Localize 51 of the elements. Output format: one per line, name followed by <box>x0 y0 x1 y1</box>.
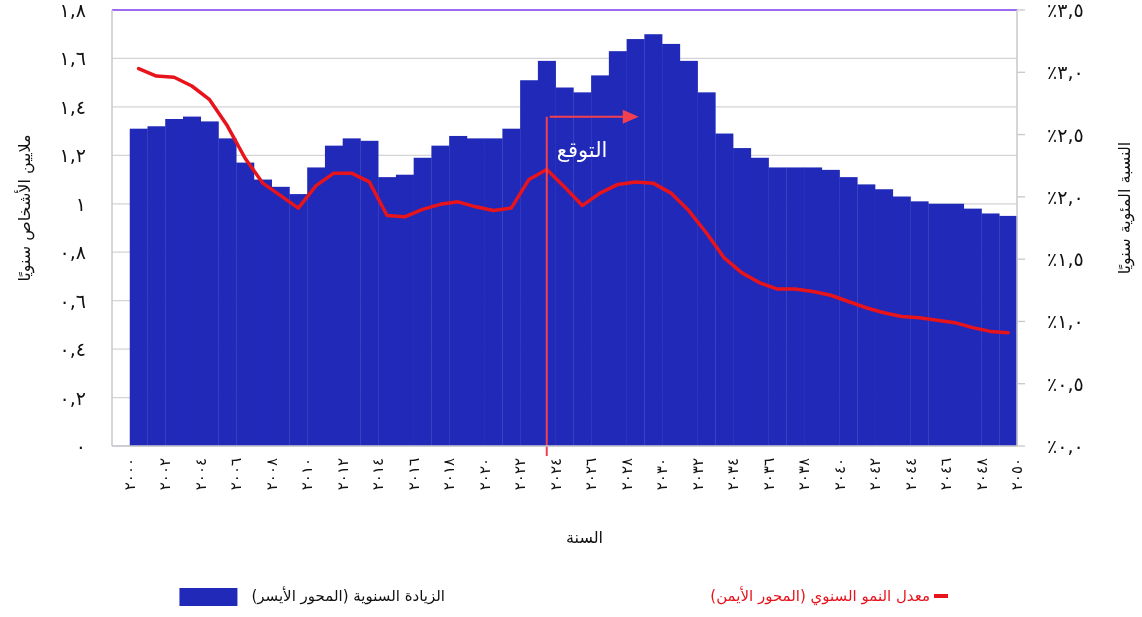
y-tick-label: ١,٤ <box>59 95 86 118</box>
y2-tick-label: ٪٣,٥ <box>1047 0 1084 21</box>
y-tick-label: ١,٨ <box>59 0 86 21</box>
legend-label: الزيادة السنوية (المحور الأيسر) <box>251 586 445 605</box>
x-tick-label: ٢٠٣٦ <box>759 458 778 491</box>
x-tick-label: ٢٠٣٠ <box>653 458 672 491</box>
y-tick-label: ٠,٤ <box>59 338 86 361</box>
line-series <box>136 66 1010 335</box>
x-tick-label: ٢٠٤٦ <box>937 458 956 491</box>
x-tick-label: ٢٠٠٠ <box>120 458 139 491</box>
x-tick-label: ٢٠١٤ <box>369 458 388 491</box>
y2-tick-label: ٪٠,٥ <box>1047 372 1084 395</box>
x-tick-label: ٢٠١٦ <box>404 458 423 491</box>
x-tick-label: ٢٠٢٢ <box>511 458 530 491</box>
x-tick-label: ٢٠٠٢ <box>156 458 175 491</box>
y-tick-label: ١,٦ <box>59 47 86 70</box>
y2-tick-label: ٪٣,٠ <box>1047 61 1084 84</box>
y2-tick-label: ٪٢,٠ <box>1047 185 1084 208</box>
y2-axis-title: النسبة المئوية سنويًا <box>1115 141 1135 275</box>
x-tick-label: ٢٠٤٤ <box>901 458 920 491</box>
x-tick-label: ٢٠٤٢ <box>866 458 885 491</box>
x-tick-label: ٢٠١٢ <box>333 458 352 491</box>
y2-tick-label: ٪١,٥ <box>1047 248 1084 271</box>
y-tick-label: ٠,٨ <box>59 241 86 264</box>
ref-line-label: التوقع <box>556 137 608 162</box>
x-tick-label: ٢٠٤٠ <box>830 458 849 491</box>
text: معدل النمو السنوي (المحور الأيمن) <box>710 586 930 606</box>
x-tick-label: ٢٠٠٦ <box>227 458 246 491</box>
y-tick-label: ١,٢ <box>59 144 86 167</box>
y2-tick-label: ٪١,٠ <box>1047 310 1084 333</box>
x-tick-label: ٢٠٠٨ <box>262 458 281 491</box>
y-axis-title: ملايين الأشخاص سنويًا <box>14 134 35 282</box>
x-tick-label: ٢٠٣٤ <box>724 458 743 491</box>
y2-tick-label: ٪٢,٥ <box>1047 123 1084 146</box>
y2-tick-label: ٪٠,٠ <box>1047 435 1084 457</box>
x-tick-label: ٢٠٣٢ <box>688 458 707 491</box>
x-tick-label: ٢٠٢٨ <box>617 458 636 491</box>
x-tick-label: ٢٠٠٤ <box>191 458 210 491</box>
y-tick-label: ٠,٢ <box>59 386 86 409</box>
x-tick-label: ٢٠١٠ <box>298 458 317 491</box>
x-tick-label: ٢٠٢٠ <box>475 458 494 491</box>
x-tick-label: ٢٠٢٤ <box>546 458 565 491</box>
y-tick-label: ١ <box>75 192 86 215</box>
y-tick-label: ٠ <box>75 435 86 457</box>
x-tick-label: ٢٠١٨ <box>440 458 459 491</box>
x-tick-label: ٢٠٤٨ <box>972 458 991 491</box>
y-tick-label: ٠,٦ <box>59 289 86 312</box>
x-tick-label: ٢٠٣٨ <box>795 458 814 491</box>
x-axis-title: السنة <box>566 528 603 547</box>
x-tick-label: ٢٠٥٠ <box>1008 458 1026 491</box>
x-tick-label: ٢٠٢٦ <box>582 458 601 491</box>
